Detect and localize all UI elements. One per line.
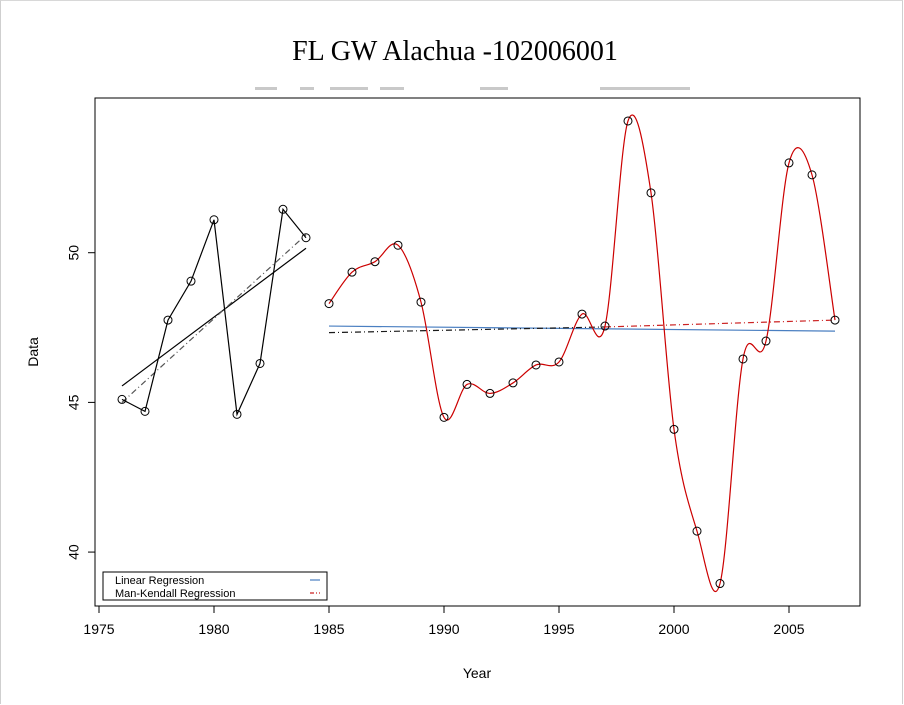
x-tick-label: 1990: [428, 621, 459, 637]
data-point: [508, 378, 518, 388]
data-point: [761, 336, 771, 346]
trend-line: [604, 319, 836, 328]
data-point: [646, 188, 656, 198]
y-tick-label: 45: [66, 394, 82, 410]
trend-line: [328, 326, 606, 334]
data-point: [117, 394, 127, 404]
data-point: [715, 579, 725, 589]
trend-line: [328, 325, 836, 332]
data-point: [600, 321, 610, 331]
x-tick-label: 1985: [313, 621, 344, 637]
legend-label-linear: Linear Regression: [115, 575, 204, 587]
y-axis: 40 45 50: [66, 245, 96, 560]
data-point: [807, 170, 817, 180]
x-axis-label: Year: [463, 665, 492, 681]
data-point: [462, 379, 472, 389]
chart-title: FL GW Alachua -102006001: [292, 36, 618, 67]
legend-label-kendall: Man-Kendall Regression: [115, 588, 235, 600]
data-point: [393, 240, 403, 250]
x-tick-label: 2005: [773, 621, 804, 637]
data-point: [370, 257, 380, 267]
ghost-subtitle: [255, 87, 690, 90]
x-tick-label: 1975: [83, 621, 114, 637]
x-tick-label: 2000: [658, 621, 689, 637]
trend-lines: [121, 234, 836, 403]
data-point: [577, 309, 587, 319]
legend-box: [102, 571, 328, 601]
data-point: [278, 204, 288, 214]
data-point: [623, 116, 633, 126]
data-point: [301, 233, 311, 243]
data-point: [784, 158, 794, 168]
data-point: [531, 360, 541, 370]
x-tick-label: 1995: [543, 621, 574, 637]
data-point: [140, 406, 150, 416]
data-point: [232, 409, 242, 419]
data-point: [439, 412, 449, 422]
legend: Linear Regression Man-Kendall Regression: [102, 571, 328, 601]
y-tick-label: 50: [66, 245, 82, 261]
x-tick-label: 1980: [198, 621, 229, 637]
data-series: [117, 114, 840, 593]
data-point: [186, 276, 196, 286]
series-line: [121, 207, 307, 417]
data-point: [669, 424, 679, 434]
trend-line: [121, 247, 307, 387]
data-point: [347, 267, 357, 277]
data-point: [738, 354, 748, 364]
data-point: [416, 297, 426, 307]
data-point: [209, 215, 219, 225]
series-line: [328, 114, 836, 593]
data-point: [163, 315, 173, 325]
data-point: [692, 526, 702, 536]
data-point: [830, 315, 840, 325]
y-tick-label: 40: [66, 544, 82, 560]
data-point: [485, 388, 495, 398]
x-axis: 1975 1980 1985 1990 1995 2000 2005: [83, 605, 805, 637]
data-point: [255, 358, 265, 368]
data-point: [554, 357, 564, 367]
trend-line: [121, 234, 307, 403]
data-point: [324, 299, 334, 309]
plot-area: [94, 97, 861, 607]
y-axis-label: Data: [25, 337, 41, 367]
